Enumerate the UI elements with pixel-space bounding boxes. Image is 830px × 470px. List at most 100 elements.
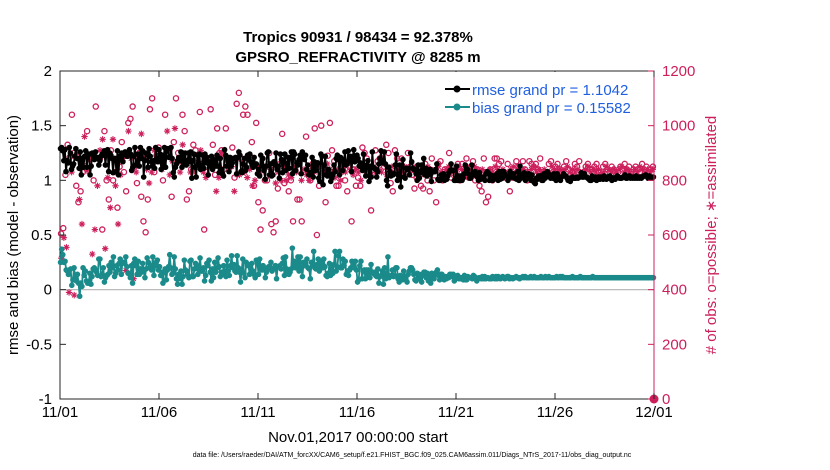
assimilated-obs-point (246, 166, 254, 173)
possible-obs-point (513, 157, 520, 165)
x-tick-label: 12/01 (635, 404, 673, 421)
x-tick-label: 11/16 (339, 404, 375, 421)
assimilated-obs-point (649, 166, 656, 173)
assimilated-obs-point (592, 168, 600, 176)
rmse-point (284, 161, 290, 167)
chart-subtitle: GPSRO_REFRACTIVITY @ 8285 m (235, 49, 480, 66)
y-tick-label: 1 (44, 172, 52, 189)
y-right-tick-label: 1200 (662, 63, 695, 80)
possible-obs-point (105, 196, 113, 203)
rmse-point (369, 149, 376, 155)
bias-point (133, 262, 139, 269)
rmse-point (205, 172, 212, 178)
possible-obs-point (504, 160, 511, 168)
possible-obs-point (196, 108, 204, 116)
assimilated-obs-point (272, 179, 279, 187)
rmse-point (126, 146, 133, 153)
bias-point (262, 274, 269, 281)
bias-point (166, 251, 173, 258)
rmse-point (151, 165, 158, 172)
rmse-point (70, 161, 77, 167)
possible-obs-point (285, 188, 292, 195)
possible-obs-point (127, 115, 134, 123)
rmse-point (420, 155, 427, 162)
rmse-point (434, 161, 440, 167)
rmse-point (374, 168, 381, 175)
rmse-point (77, 149, 84, 155)
rmse-point (162, 164, 169, 171)
bias-point (434, 267, 441, 273)
bias-point (255, 271, 262, 278)
bias-point (234, 252, 240, 259)
possible-obs-point (278, 130, 286, 138)
assimilated-obs-point (324, 160, 331, 168)
possible-obs-point (482, 198, 490, 206)
assimilated-obs-point (644, 166, 651, 173)
bias-point (101, 279, 108, 285)
assimilated-obs-point (349, 171, 357, 179)
rmse-point (393, 151, 400, 157)
assimilated-obs-point (71, 291, 78, 299)
bias-point (332, 248, 338, 255)
rmse-point (105, 168, 112, 175)
assimilated-obs-point (600, 168, 607, 176)
possible-obs-point (242, 103, 249, 110)
rmse-point (406, 172, 413, 178)
bias-point (190, 273, 197, 280)
y-right-tick-label: 0 (662, 391, 670, 408)
bias-point (172, 266, 179, 272)
possible-obs-point (148, 95, 156, 102)
rmse-point (453, 163, 460, 169)
assimilated-obs-point (458, 166, 465, 173)
possible-obs-point (118, 138, 126, 146)
x-tick-label: 11/01 (42, 404, 78, 421)
rmse-point (312, 167, 319, 174)
assimilated-obs-point (548, 163, 556, 170)
rmse-point (392, 162, 399, 168)
assimilated-obs-point (101, 245, 109, 252)
bias-point (139, 260, 146, 267)
possible-obs-point (313, 231, 321, 239)
assimilated-obs-point (99, 136, 106, 143)
possible-obs-point (83, 127, 91, 135)
assimilated-obs-point (81, 133, 88, 140)
assimilated-obs-point (132, 168, 140, 176)
bias-point (357, 262, 363, 269)
rmse-point (179, 164, 185, 171)
rmse-point (243, 164, 250, 171)
assimilated-obs-point (63, 244, 70, 251)
assimilated-obs-point (357, 177, 365, 184)
y-tick-label: -1 (39, 391, 52, 408)
assimilated-obs-point (528, 166, 535, 173)
assimilated-obs-point (535, 166, 543, 173)
bias-point (336, 248, 343, 255)
assimilated-obs-point (623, 166, 631, 173)
bias-point (400, 268, 407, 274)
bias-point (81, 272, 87, 279)
possible-obs-point (161, 111, 169, 118)
possible-obs-point (122, 188, 130, 195)
assimilated-obs-point (590, 166, 597, 173)
bias-point (376, 280, 382, 286)
assimilated-obs-point (572, 168, 579, 176)
assimilated-obs-point (109, 136, 117, 143)
bias-point (224, 257, 230, 263)
assimilated-obs-point (618, 163, 625, 170)
rmse-point (67, 150, 74, 156)
rmse-point (176, 157, 183, 164)
assimilated-obs-point (251, 177, 259, 184)
footnote: data file: /Users/raeder/DAI/ATM_forcXX/… (193, 452, 632, 459)
rmse-point (517, 163, 523, 169)
bias-point (129, 280, 136, 286)
y-right-tick-label: 800 (662, 172, 687, 189)
possible-obs-point (259, 207, 266, 214)
assimilated-obs-point (171, 125, 179, 132)
bias-point (352, 258, 359, 265)
assimilated-obs-point (215, 174, 223, 181)
rmse-point (385, 164, 392, 171)
bias-point (278, 266, 284, 272)
bias-point (381, 265, 388, 271)
y-right-tick-label: 400 (662, 282, 687, 299)
rmse-series (57, 144, 657, 190)
